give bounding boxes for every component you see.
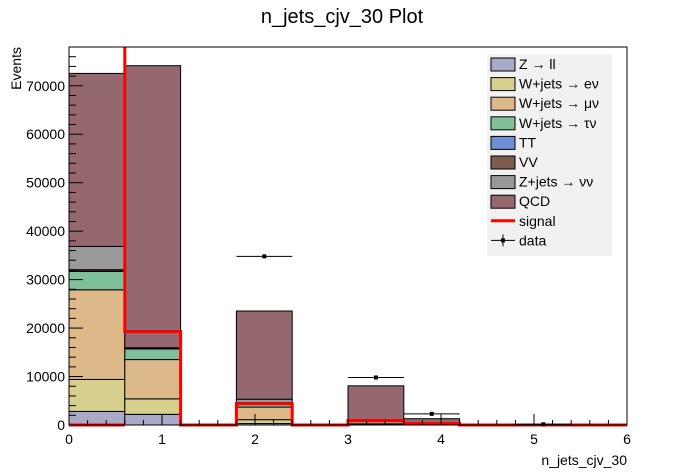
legend: Z → ll W+jets → eν W+jets → μν W+jets → τν T… (487, 54, 612, 256)
bar-0-bin-0 (68, 410, 126, 426)
bar-3-bin-1 (124, 348, 182, 361)
x-tick-label: 6 (623, 431, 631, 447)
legend-label-9: data (519, 232, 546, 248)
legend-label-7: QCD (519, 193, 550, 209)
x-tick-label: 4 (437, 431, 445, 447)
legend-label-4: TT (519, 134, 537, 150)
x-tick-label: 0 (65, 431, 73, 447)
legend-label-8: signal (519, 213, 556, 229)
data-point-1 (373, 375, 378, 380)
x-tick-label: 2 (251, 431, 259, 447)
bar-7-bin-5 (347, 385, 405, 421)
legend-swatch-2 (490, 96, 516, 111)
bar-2-bin-0 (68, 289, 126, 380)
legend-label-0: Z → ll (519, 56, 556, 72)
y-tick-label: 40000 (26, 223, 65, 239)
y-tick-label: 70000 (26, 78, 65, 94)
data-points (236, 254, 572, 427)
legend-swatch-0 (490, 57, 516, 72)
bar-1-bin-0 (68, 378, 126, 412)
legend-swatch-6 (490, 175, 516, 190)
legend-swatch-7 (490, 194, 516, 209)
bar-2-bin-3 (235, 406, 293, 421)
data-point-0 (262, 254, 267, 259)
data-point-3 (541, 422, 546, 427)
bar-1-bin-3 (235, 419, 293, 425)
bar-7-bin-1 (124, 65, 182, 349)
bar-6-bin-0 (68, 245, 126, 271)
bar-6-bin-3 (235, 398, 293, 404)
bar-0-bin-1 (124, 413, 182, 426)
legend-label-3: W+jets → τν (519, 115, 597, 131)
bar-7-bin-3 (235, 310, 293, 400)
y-tick-label: 20000 (26, 320, 65, 336)
legend-label-6: Z+jets → νν (519, 174, 593, 190)
y-tick-label: 30000 (26, 272, 65, 288)
legend-label-1: W+jets → eν (519, 76, 599, 92)
legend-swatch-3 (490, 116, 516, 131)
x-tick-label: 1 (158, 431, 166, 447)
y-tick-label: 10000 (26, 369, 65, 385)
legend-label-2: W+jets → μν (519, 95, 599, 111)
axes: 0 1 2 3 4 5 6 0 10000 20000 30000 40000 50000 60000 70… (26, 56, 631, 447)
y-tick-label: 60000 (26, 126, 65, 142)
legend-label-5: VV (519, 154, 538, 170)
legend-swatch-5 (490, 155, 516, 170)
y-tick-label: 0 (57, 417, 65, 433)
y-tick-label: 50000 (26, 175, 65, 191)
chart-title: n_jets_cjv_30 Plot (261, 6, 424, 28)
data-point-2 (429, 411, 434, 416)
bar-3-bin-0 (68, 270, 126, 291)
bar-1-bin-1 (124, 398, 182, 415)
legend-swatch-4 (490, 135, 516, 150)
bar-7-bin-0 (68, 72, 126, 247)
legend-swatch-1 (490, 77, 516, 92)
y-axis-label: Events (8, 47, 24, 90)
x-tick-label: 3 (344, 431, 352, 447)
x-axis-label: n_jets_cjv_30 (541, 452, 627, 468)
bar-2-bin-1 (124, 359, 182, 400)
legend-swatch-data-marker (501, 238, 505, 243)
histogram-stack (68, 65, 572, 426)
x-tick-label: 5 (530, 431, 538, 447)
